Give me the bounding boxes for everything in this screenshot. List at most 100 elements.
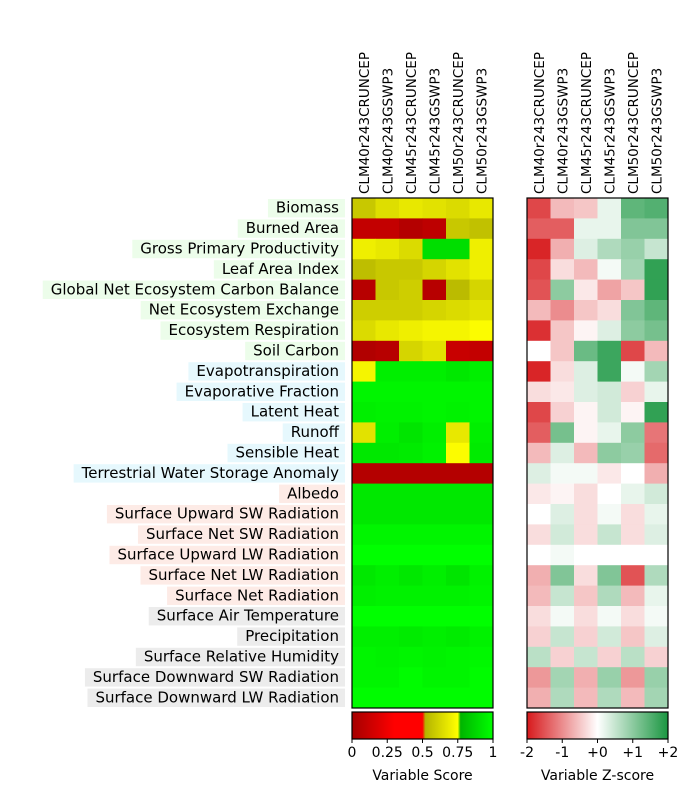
score-cell	[446, 320, 470, 342]
score-colorbar-tick-label: 0	[348, 745, 357, 761]
score-cell	[422, 626, 447, 648]
score-cell	[469, 646, 494, 668]
zscore-cell	[550, 667, 575, 688]
score-cell	[469, 238, 494, 260]
zscore-cell	[597, 320, 622, 342]
score-cell	[422, 218, 447, 240]
row-label-background	[132, 239, 345, 259]
zscore-colorbar-tick-label: -2	[520, 745, 534, 761]
zscore-cell	[644, 422, 669, 444]
score-cell	[422, 402, 447, 423]
row-labels: Biomass Burned Area Gross Primary Producti…	[51, 199, 340, 707]
score-cell	[422, 565, 447, 586]
zscore-cell	[550, 320, 575, 342]
score-cell	[399, 361, 423, 382]
score-cell	[375, 320, 400, 342]
score-cell	[469, 626, 494, 648]
score-cell	[422, 259, 447, 280]
zscore-cell	[527, 544, 551, 566]
score-cell	[375, 524, 400, 546]
row-label: Surface Upward SW Radiation	[115, 505, 339, 523]
score-column-label: CLM40r243CRUNCEP	[357, 52, 373, 194]
zscore-cell	[574, 504, 598, 525]
zscore-cell	[527, 646, 551, 668]
zscore-cell	[621, 300, 645, 321]
score-cell	[399, 402, 423, 423]
score-cell	[446, 340, 470, 362]
score-cell	[352, 483, 376, 505]
zscore-cell	[597, 463, 622, 484]
score-cell	[469, 402, 494, 423]
score-cell	[422, 544, 447, 566]
zscore-cell	[527, 279, 551, 301]
zscore-cell	[574, 544, 598, 566]
score-cell	[352, 626, 376, 648]
zscore-cell	[621, 259, 645, 280]
zscore-cell	[574, 238, 598, 260]
row-label-background	[227, 443, 345, 463]
zscore-panel-frame	[526, 197, 669, 709]
zscore-cell	[597, 646, 622, 668]
score-cell	[469, 544, 494, 566]
zscore-cell	[644, 646, 669, 668]
zscore-cell	[527, 483, 551, 505]
zscore-cell	[550, 646, 575, 668]
row-label: Net Ecosystem Exchange	[149, 301, 339, 319]
zscore-cell	[597, 218, 622, 240]
zscore-cell	[574, 259, 598, 280]
zscore-cell	[550, 524, 575, 546]
row-label-background	[245, 341, 345, 361]
score-cell	[446, 504, 470, 525]
zscore-cell	[621, 524, 645, 546]
zscore-cell	[574, 340, 598, 362]
score-cell	[352, 606, 376, 627]
row-label: Surface Upward LW Radiation	[117, 546, 339, 564]
score-cell	[469, 565, 494, 586]
zscore-cell	[597, 606, 622, 627]
zscore-cell	[527, 504, 551, 525]
row-label: Burned Area	[246, 219, 339, 237]
score-cell	[375, 565, 400, 586]
zscore-cell	[550, 504, 575, 525]
score-cell	[446, 402, 470, 423]
zscore-cell	[574, 585, 598, 607]
score-cell	[469, 504, 494, 525]
zscore-cell	[644, 300, 669, 321]
score-cell	[446, 381, 470, 403]
score-cell	[469, 300, 494, 321]
zscore-cell	[527, 320, 551, 342]
zscore-cell	[621, 442, 645, 464]
zscore-cell	[621, 483, 645, 505]
score-column-label: CLM45r243CRUNCEP	[404, 52, 420, 194]
score-colorbar-title: Variable Score	[372, 768, 472, 784]
score-cell	[352, 646, 376, 668]
score-cell	[422, 300, 447, 321]
row-label: Surface Air Temperature	[157, 607, 339, 625]
zscore-cell	[527, 361, 551, 382]
row-label-background	[267, 199, 345, 218]
zscore-cell	[597, 361, 622, 382]
zscore-cell	[644, 381, 669, 403]
row-label-background	[176, 382, 345, 401]
score-cell	[375, 606, 400, 627]
zscore-cell	[550, 687, 575, 709]
zscore-cell	[597, 198, 622, 219]
zscore-colorbar-tick-label: +2	[658, 745, 679, 761]
zscore-cell	[621, 218, 645, 240]
zscore-cell	[527, 667, 551, 688]
score-cell	[375, 667, 400, 688]
score-cell	[375, 687, 400, 709]
score-cell	[375, 504, 400, 525]
score-cell	[446, 422, 470, 444]
score-column-label: CLM50r243CRUNCEP	[451, 52, 467, 194]
zscore-cell	[527, 259, 551, 280]
row-label-background	[167, 586, 345, 605]
score-cell	[399, 463, 423, 484]
score-cell	[399, 340, 423, 362]
zscore-cell	[597, 504, 622, 525]
zscore-cell	[597, 565, 622, 586]
zscore-cell	[550, 483, 575, 505]
zscore-cell	[527, 606, 551, 627]
score-cell	[352, 442, 376, 464]
